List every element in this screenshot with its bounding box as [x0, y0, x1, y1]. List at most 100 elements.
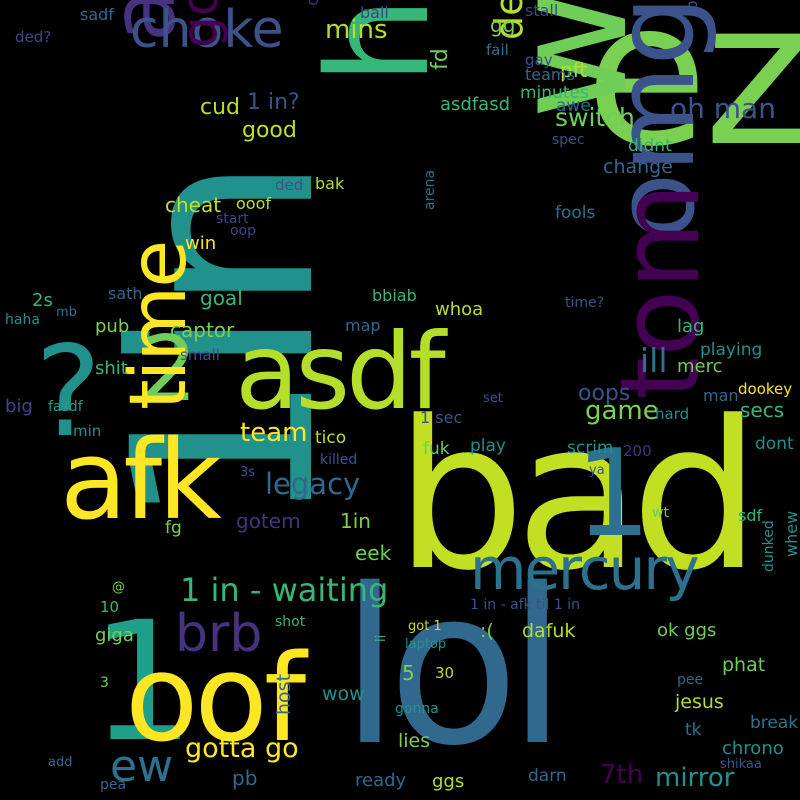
- cloud-word: fd: [428, 48, 453, 70]
- cloud-word: tico: [315, 428, 347, 448]
- cloud-word: 1: [575, 425, 652, 564]
- cloud-word: ball: [360, 3, 389, 22]
- cloud-word: map: [345, 316, 381, 335]
- cloud-word: gg: [490, 13, 516, 37]
- cloud-word: laptop: [405, 637, 447, 652]
- cloud-word: dunked: [761, 520, 777, 572]
- cloud-word: 3: [100, 675, 109, 691]
- cloud-word: ?: [35, 320, 102, 465]
- cloud-word: dafuk: [522, 620, 576, 642]
- cloud-word: ooof: [236, 194, 271, 213]
- cloud-word: spec: [552, 132, 585, 148]
- cloud-word: wow: [322, 683, 365, 705]
- cloud-word: oops: [578, 381, 631, 406]
- cloud-word: asdfasd: [440, 94, 511, 115]
- cloud-word: choke: [130, 0, 284, 60]
- cloud-word: break: [750, 713, 799, 733]
- cloud-word: 1: [90, 586, 195, 778]
- cloud-word: ready: [355, 770, 407, 791]
- cloud-word: goal: [200, 286, 243, 310]
- cloud-word: 5: [402, 661, 415, 685]
- cloud-word: win: [185, 233, 217, 254]
- cloud-word: gotta: [171, 0, 229, 48]
- cloud-word: whoa: [435, 299, 484, 320]
- cloud-word: bak: [315, 174, 345, 193]
- cloud-word: shikaa: [720, 757, 762, 772]
- cloud-word: stall: [525, 1, 559, 20]
- cloud-word: sdf: [738, 506, 763, 525]
- cloud-word: big: [5, 396, 33, 417]
- cloud-word: 2: [140, 317, 198, 422]
- cloud-word: 7th: [600, 760, 644, 790]
- cloud-word: switch: [555, 103, 635, 132]
- cloud-word: 2s: [32, 290, 53, 311]
- cloud-word: dont: [755, 434, 794, 454]
- cloud-word: li: [374, 634, 389, 642]
- cloud-word: gay: [525, 51, 553, 69]
- cloud-word: 10: [100, 598, 120, 616]
- cloud-word: add: [48, 755, 73, 770]
- cloud-word: 1in: [340, 509, 371, 533]
- cloud-word: sath: [108, 284, 143, 303]
- cloud-word: ggs: [432, 771, 465, 792]
- cloud-word: ya: [589, 463, 605, 478]
- cloud-word: start: [216, 211, 249, 227]
- cloud-word: hard: [655, 405, 690, 423]
- cloud-word: afk: [60, 416, 222, 544]
- cloud-word: haha: [5, 312, 40, 328]
- cloud-word: fools: [555, 203, 596, 223]
- cloud-word: 1 in?: [247, 90, 300, 115]
- cloud-word: shit: [95, 358, 128, 379]
- cloud-word: wt: [652, 505, 669, 521]
- cloud-word: @: [112, 580, 125, 595]
- cloud-word: merc: [677, 356, 723, 377]
- cloud-word: ded: [275, 176, 304, 194]
- cloud-word: lag: [677, 316, 705, 337]
- cloud-word: gotem: [236, 509, 301, 533]
- cloud-word: awe: [556, 96, 591, 116]
- cloud-word: man: [703, 386, 739, 405]
- cloud-word: oop: [230, 223, 257, 239]
- cloud-word: phat: [722, 654, 766, 676]
- cloud-word: lol: [340, 542, 567, 793]
- cloud-word: bad: [395, 378, 761, 616]
- cloud-word: 30: [435, 664, 455, 682]
- cloud-word: game: [585, 396, 659, 426]
- cloud-word: mins: [325, 15, 388, 45]
- cloud-word: eek: [355, 541, 392, 565]
- cloud-word: mirror: [655, 763, 735, 793]
- cloud-word: jesus: [675, 691, 724, 713]
- cloud-word: arena: [422, 169, 438, 210]
- cloud-word: minutes: [520, 83, 589, 103]
- cloud-word: giga: [95, 625, 134, 646]
- cloud-word: 1 in - waiting: [180, 571, 389, 609]
- cloud-word: pee: [677, 672, 704, 688]
- cloud-word: people: [683, 0, 701, 10]
- cloud-word: fail: [486, 41, 509, 59]
- cloud-word: gotta go: [185, 733, 299, 764]
- cloud-word: captor: [170, 318, 235, 342]
- cloud-word: good: [242, 118, 297, 143]
- cloud-word: ill: [640, 341, 668, 380]
- cloud-word: fuk: [423, 439, 450, 459]
- cloud-word: pft: [560, 58, 588, 82]
- cloud-word: ew: [110, 741, 174, 792]
- cloud-word: change: [603, 156, 673, 178]
- cloud-word: :(: [480, 620, 494, 642]
- cloud-word: sadf: [80, 5, 114, 24]
- cloud-word: pub: [95, 316, 130, 337]
- cloud-word: play: [470, 436, 506, 456]
- cloud-word: didnt: [628, 136, 672, 156]
- cloud-word: ok ggs: [657, 620, 717, 641]
- cloud-word: 200: [623, 442, 652, 460]
- cloud-word: whew: [782, 510, 800, 557]
- cloud-word: fg: [165, 518, 182, 538]
- cloud-word: pb: [232, 766, 258, 790]
- cloud-word: tk: [685, 720, 702, 740]
- cloud-word: shot: [275, 614, 306, 630]
- cloud-word: got 1: [408, 619, 442, 634]
- cloud-word: oh man: [670, 92, 776, 125]
- cloud-word: cheat: [165, 193, 222, 217]
